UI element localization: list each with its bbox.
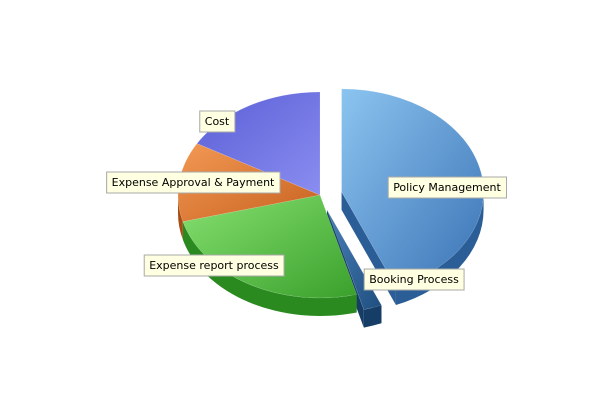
pie-label-text: Policy Management: [393, 181, 501, 194]
pie-label-text: Expense report process: [149, 259, 279, 272]
pie-label-box: [363, 268, 465, 291]
pie-label-expense-approval-payment: Expense Approval & Payment: [106, 171, 281, 194]
pie-label-policy-management: Policy Management: [387, 176, 507, 199]
pie-label-booking-process: Booking Process: [363, 268, 465, 291]
pie-label-cost: Cost: [199, 110, 236, 133]
pie-label-box: [387, 176, 507, 199]
pie-label-box: [143, 254, 285, 277]
pie-label-text: Cost: [205, 115, 230, 128]
pie-label-text: Expense Approval & Payment: [112, 176, 275, 189]
pie-label-expense-report-process: Expense report process: [143, 254, 285, 277]
pie-label-text: Booking Process: [369, 273, 459, 286]
pie-label-box: [199, 110, 236, 133]
pie-label-box: [106, 171, 281, 194]
pie-side-expense-approval-payment: [178, 195, 183, 240]
